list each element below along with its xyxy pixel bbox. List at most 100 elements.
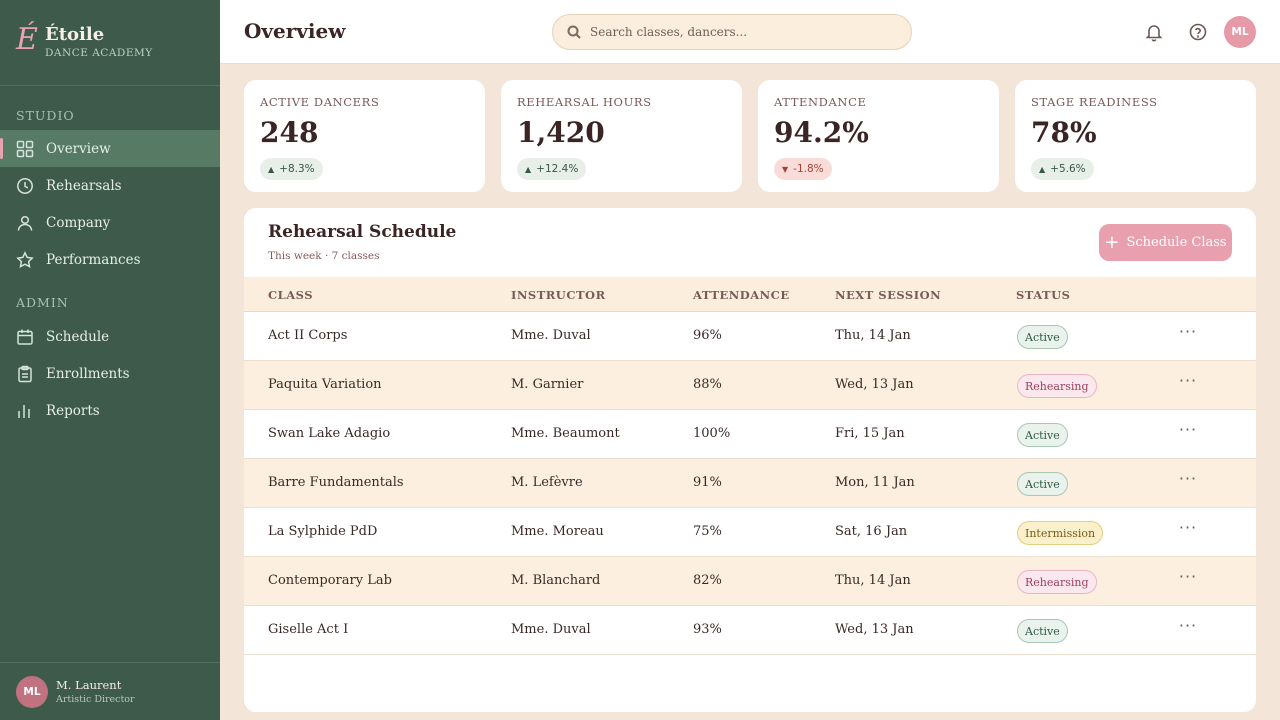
stat-card-active-dancers: ACTIVE DANCERS 248 ▲ +8.3% [244,80,485,192]
table-row[interactable]: Paquita Variation M. Garnier 88% Wed, 13… [244,361,1256,410]
column-header-next-session[interactable]: NEXT SESSION [835,288,942,302]
status-badge: Active [1017,472,1068,496]
sidebar-item-label: Company [46,214,111,231]
rehearsal-schedule-panel: Rehearsal Schedule This week · 7 classes… [244,208,1256,712]
stat-delta: ▲ +5.6% [1031,158,1094,180]
stat-delta-value: -1.8% [793,163,824,175]
cell-class: Giselle Act I [268,622,349,637]
sidebar-item-schedule[interactable]: Schedule [0,318,220,355]
sidebar-item-label: Schedule [46,328,110,345]
stat-card-rehearsal-hours: REHEARSAL HOURS 1,420 ▲ +12.4% [501,80,742,192]
more-options-icon[interactable]: ··· [1178,469,1198,488]
user-name: M. Laurent [56,678,122,692]
status-badge: Active [1017,325,1068,349]
stat-label: ATTENDANCE [774,95,867,109]
sidebar-item-enrollments[interactable]: Enrollments [0,355,220,392]
cell-attendance: 88% [693,377,722,392]
more-options-icon[interactable]: ··· [1178,567,1198,586]
schedule-class-button[interactable]: + Schedule Class [1099,224,1232,261]
cell-next-session: Mon, 11 Jan [835,475,915,490]
more-options-icon[interactable]: ··· [1178,616,1198,635]
search-bar[interactable] [552,14,912,50]
table-row[interactable]: Swan Lake Adagio Mme. Beaumont 100% Fri,… [244,410,1256,459]
user-icon [17,215,33,231]
cell-instructor: M. Blanchard [511,573,601,588]
cell-class: Barre Fundamentals [268,475,404,490]
brand-subtitle: DANCE ACADEMY [45,47,153,59]
notifications-button[interactable] [1144,22,1164,42]
cell-instructor: M. Lefèvre [511,475,583,490]
cell-next-session: Wed, 13 Jan [835,622,914,637]
sidebar-item-performances[interactable]: Performances [0,241,220,278]
button-label: Schedule Class [1126,235,1227,250]
status-badge: Rehearsing [1017,570,1097,594]
sidebar-item-company[interactable]: Company [0,204,220,241]
bar-chart-icon [18,404,30,418]
stat-label: ACTIVE DANCERS [260,95,380,109]
cell-class: Swan Lake Adagio [268,426,391,441]
star-icon [16,250,34,268]
page-title: Overview [244,19,346,43]
stat-delta-value: +12.4% [536,163,579,175]
bell-icon [1145,25,1163,42]
panel-title: Rehearsal Schedule [268,222,457,242]
column-header-status[interactable]: STATUS [1016,288,1071,302]
table-row[interactable]: La Sylphide PdD Mme. Moreau 75% Sat, 16 … [244,508,1256,557]
stat-card-attendance: ATTENDANCE 94.2% ▼ -1.8% [758,80,999,192]
calendar-icon [17,329,33,345]
help-icon [1189,23,1207,41]
more-options-icon[interactable]: ··· [1178,518,1198,537]
status-badge: Active [1017,619,1068,643]
sidebar-item-rehearsals[interactable]: Rehearsals [0,167,220,204]
cell-next-session: Thu, 14 Jan [835,328,911,343]
cell-next-session: Fri, 15 Jan [835,426,905,441]
cell-next-session: Sat, 16 Jan [835,524,908,539]
stat-delta: ▲ +8.3% [260,158,323,180]
search-input[interactable] [590,25,890,39]
trend-down-icon: ▼ [782,164,789,174]
trend-up-icon: ▲ [525,164,532,174]
user-role: Artistic Director [56,694,135,705]
stat-delta-value: +8.3% [279,163,315,175]
grid-icon [16,140,34,157]
column-header-instructor[interactable]: INSTRUCTOR [511,288,606,302]
clock-icon [17,177,33,194]
table-row[interactable]: Barre Fundamentals M. Lefèvre 91% Mon, 1… [244,459,1256,508]
plus-icon: + [1104,232,1120,253]
sidebar-item-overview[interactable]: Overview [0,130,220,167]
stat-card-stage-readiness: STAGE READINESS 78% ▲ +5.6% [1015,80,1256,192]
more-options-icon[interactable]: ··· [1178,322,1198,341]
stat-value: 78% [1031,116,1097,149]
more-options-icon[interactable]: ··· [1178,371,1198,390]
brand-name: Étoile [45,24,105,45]
brand: É Étoile DANCE ACADEMY [0,0,220,86]
help-button[interactable] [1188,22,1208,42]
top-header: Overview ML [220,0,1280,64]
sidebar: É Étoile DANCE ACADEMY STUDIO Overview R… [0,0,220,720]
sidebar-item-label: Performances [46,251,141,268]
sidebar-item-reports[interactable]: Reports [0,392,220,429]
nav-section-studio: STUDIO [16,108,75,123]
status-badge: Intermission [1017,521,1104,545]
table-row[interactable]: Act II Corps Mme. Duval 96% Thu, 14 Jan … [244,312,1256,361]
sidebar-item-label: Enrollments [46,365,130,382]
user-profile[interactable]: ML M. Laurent Artistic Director [0,662,220,720]
cell-class: Contemporary Lab [268,573,392,588]
cell-instructor: Mme. Moreau [511,524,604,539]
stat-delta-value: +5.6% [1050,163,1086,175]
column-header-class[interactable]: CLASS [268,288,314,302]
cell-attendance: 75% [693,524,722,539]
header-avatar[interactable]: ML [1224,16,1256,48]
table-row[interactable]: Contemporary Lab M. Blanchard 82% Thu, 1… [244,557,1256,606]
sidebar-item-label: Rehearsals [46,177,122,194]
column-header-attendance[interactable]: ATTENDANCE [693,288,790,302]
nav-section-admin: ADMIN [16,295,69,310]
more-options-icon[interactable]: ··· [1178,420,1198,439]
cell-class: Paquita Variation [268,377,382,392]
stat-value: 94.2% [774,116,869,149]
panel-subtitle: This week · 7 classes [268,250,380,262]
table-row[interactable]: Giselle Act I Mme. Duval 93% Wed, 13 Jan… [244,606,1256,655]
cell-next-session: Thu, 14 Jan [835,573,911,588]
table-header: CLASS INSTRUCTOR ATTENDANCE NEXT SESSION… [244,277,1256,312]
cell-instructor: M. Garnier [511,377,584,392]
